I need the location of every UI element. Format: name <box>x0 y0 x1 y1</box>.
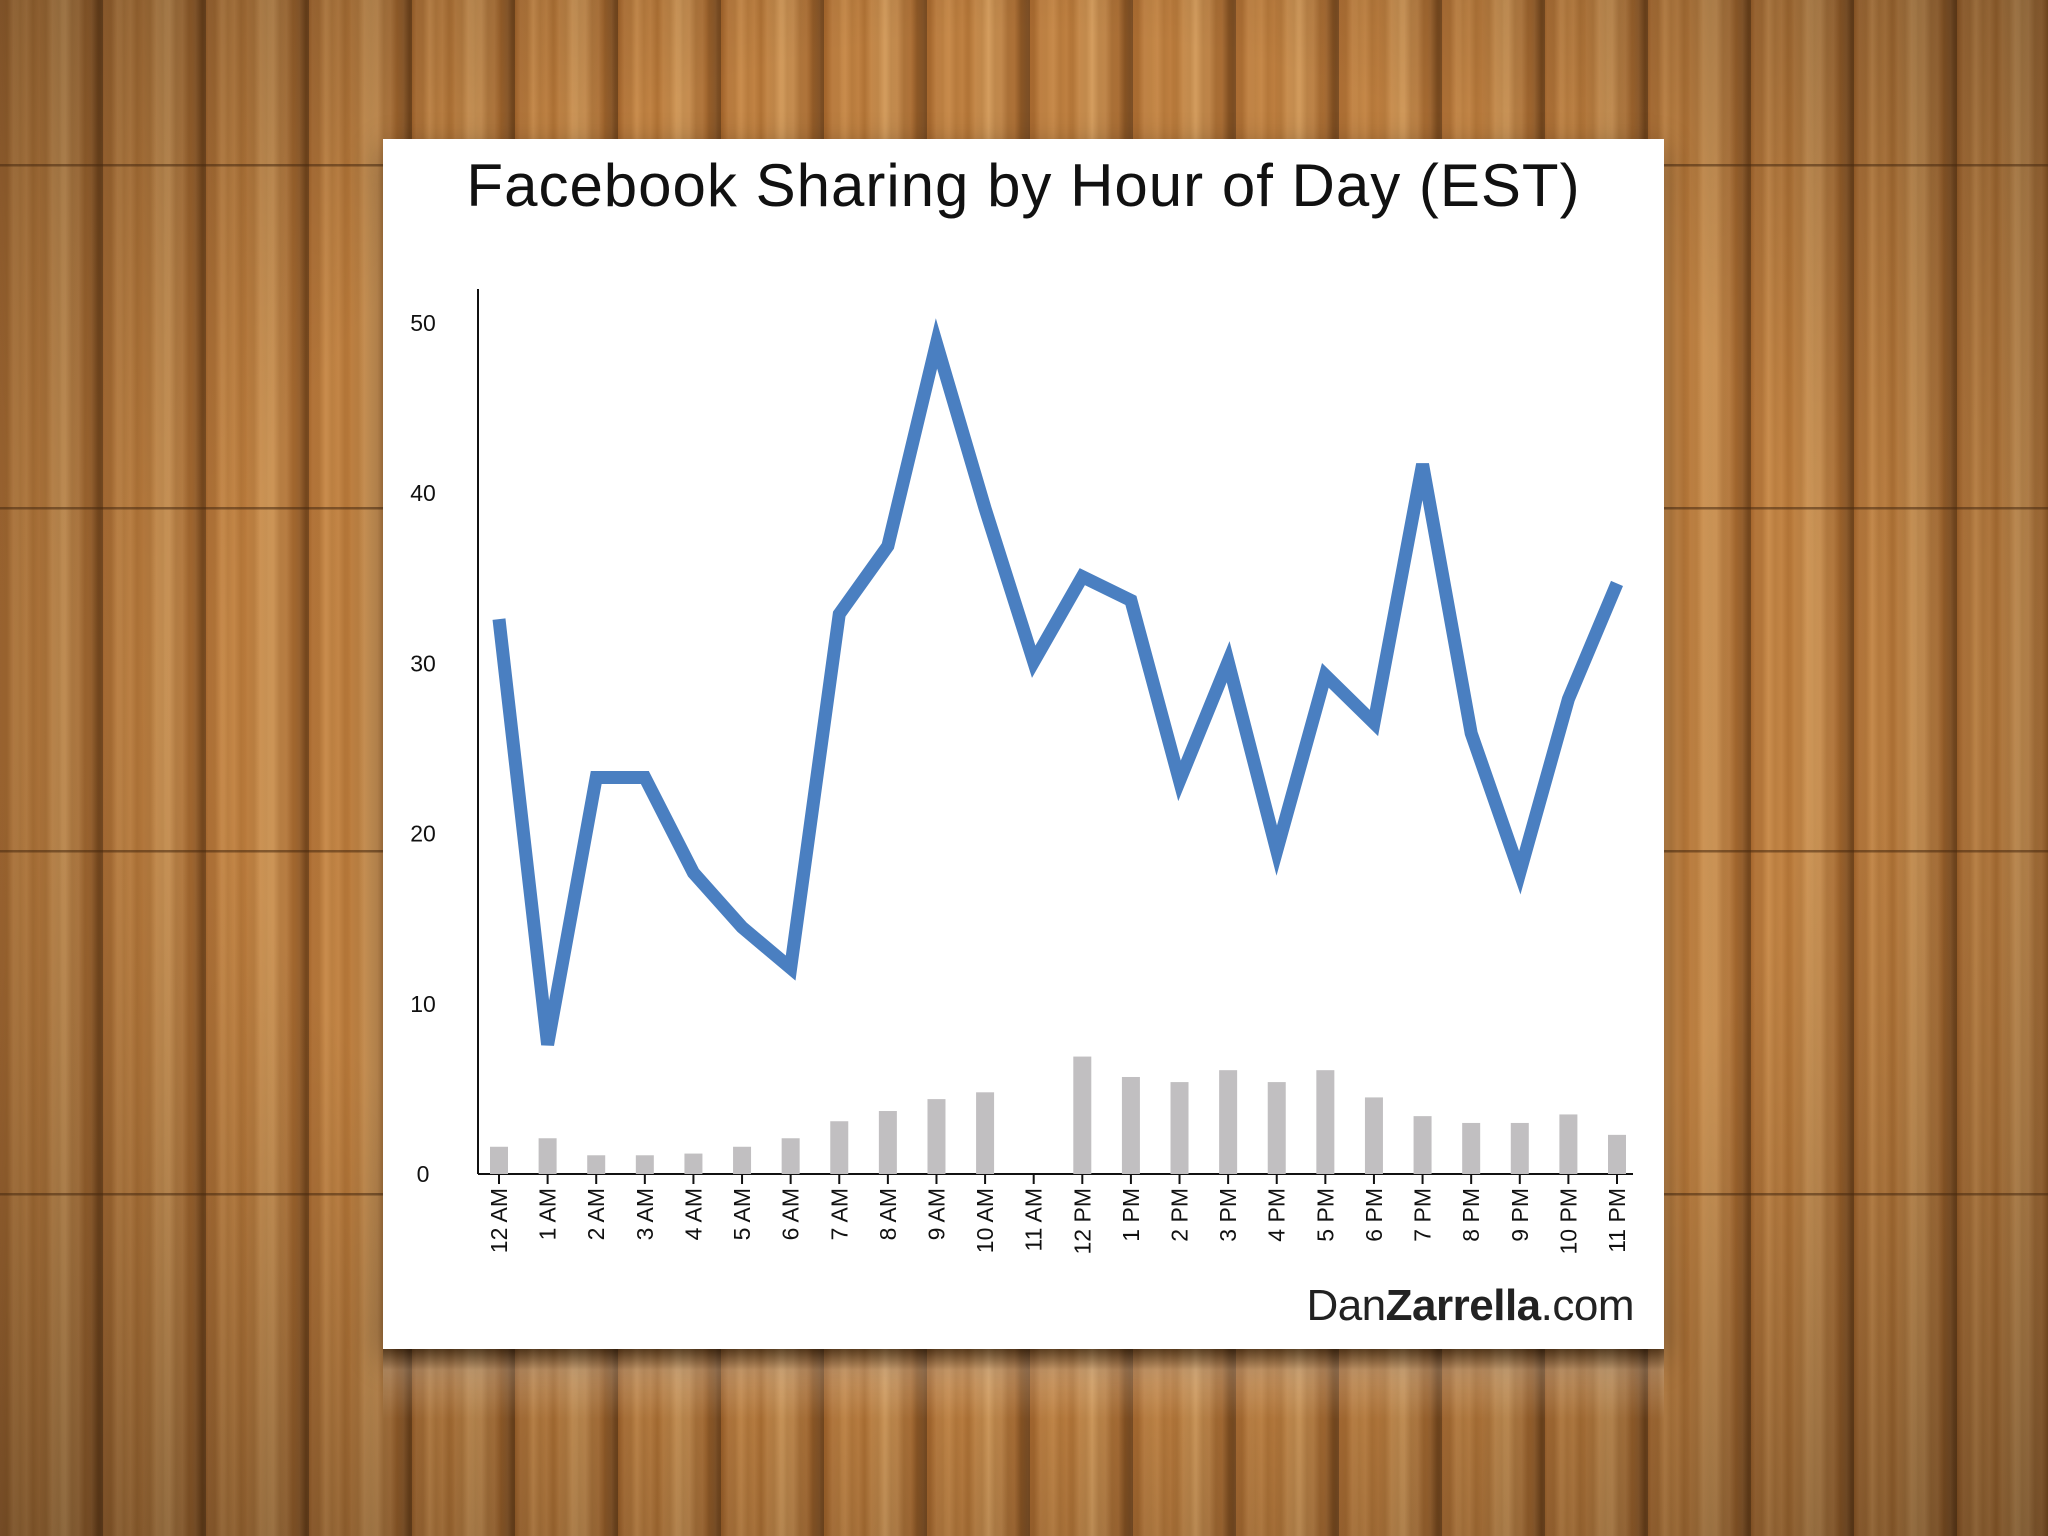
bar <box>1219 1070 1238 1174</box>
bar <box>1413 1116 1432 1174</box>
series-line <box>492 318 1623 1046</box>
bar <box>781 1138 800 1174</box>
x-tick-label: 5 AM <box>729 1188 755 1240</box>
x-tick-label: 9 PM <box>1507 1188 1533 1242</box>
bar <box>538 1138 557 1174</box>
x-tick-label: 4 PM <box>1264 1188 1290 1242</box>
bar <box>1364 1097 1383 1174</box>
y-tick-label: 50 <box>410 310 436 336</box>
x-tick-label: 12 AM <box>486 1188 512 1253</box>
y-tick-label: 40 <box>410 480 436 506</box>
x-tick-label: 7 AM <box>826 1188 852 1240</box>
bar <box>733 1146 752 1174</box>
x-tick-label: 3 PM <box>1215 1188 1241 1242</box>
chart-card: Facebook Sharing by Hour of Day (EST) 0 1… <box>383 139 1664 1349</box>
x-tick-label: 9 AM <box>923 1188 949 1240</box>
y-tick-label: 10 <box>410 991 436 1017</box>
bar <box>1510 1122 1529 1174</box>
bar <box>1608 1134 1626 1174</box>
y-tick-label: 20 <box>410 821 436 847</box>
x-tick-label: 11 AM <box>1021 1188 1047 1252</box>
bar <box>1559 1114 1578 1174</box>
x-tick-label: 7 PM <box>1410 1188 1436 1242</box>
x-tick-label: 11 PM <box>1604 1188 1630 1253</box>
y-tick-label: 30 <box>410 650 436 676</box>
y-tick-label: 0 <box>417 1161 430 1187</box>
x-tick-label: 3 AM <box>632 1188 658 1240</box>
bar <box>830 1121 849 1174</box>
chart-svg: 0 10 20 30 40 50 12 AM 1 AM 2 AM 3 AM 4 AM 5 AM 6 AM… <box>410 289 1633 1254</box>
bar <box>1462 1122 1481 1174</box>
bar <box>1316 1070 1335 1174</box>
bar <box>490 1146 508 1174</box>
chart-title: Facebook Sharing by Hour of Day (EST) <box>466 152 1581 219</box>
bar <box>976 1092 995 1174</box>
x-tick-label: 8 PM <box>1458 1188 1484 1242</box>
x-tick-label: 2 PM <box>1167 1188 1193 1242</box>
bar <box>1170 1082 1189 1174</box>
x-tick-label: 10 PM <box>1555 1188 1581 1254</box>
bar <box>587 1155 606 1174</box>
x-tick-label: 8 AM <box>875 1188 901 1240</box>
bar <box>684 1153 703 1174</box>
x-tick-label: 6 AM <box>778 1188 804 1240</box>
watermark: DanZarrella.com <box>1306 1281 1634 1331</box>
bar <box>635 1155 654 1174</box>
x-tick-label: 4 AM <box>680 1188 706 1240</box>
x-tick-label: 6 PM <box>1361 1188 1387 1242</box>
bar <box>878 1111 897 1174</box>
bar <box>1073 1056 1092 1174</box>
x-tick-label: 10 AM <box>972 1188 998 1253</box>
x-tick-label: 5 PM <box>1312 1188 1338 1242</box>
card-reflection <box>383 1349 1664 1419</box>
x-tick-label: 12 PM <box>1069 1188 1095 1254</box>
watermark-bold: Zarrella <box>1385 1281 1541 1330</box>
x-tick-label: 1 AM <box>535 1188 561 1240</box>
watermark-suffix: .com <box>1540 1281 1635 1330</box>
bar <box>1267 1082 1286 1174</box>
bar <box>1121 1076 1140 1174</box>
watermark-prefix: Dan <box>1306 1281 1386 1330</box>
x-tick-label: 1 PM <box>1118 1188 1144 1242</box>
bar <box>927 1099 946 1174</box>
x-tick-label: 2 AM <box>583 1188 609 1240</box>
